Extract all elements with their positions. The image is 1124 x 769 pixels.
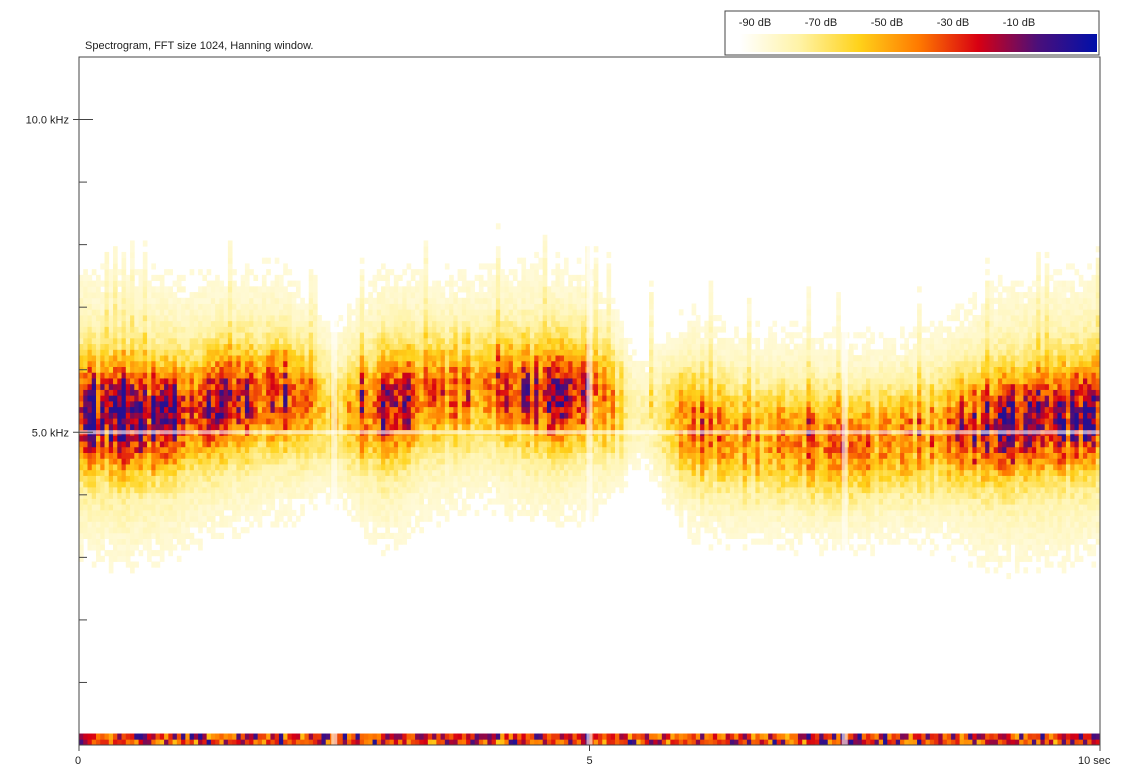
y-axis: 5.0 kHz 10.0 kHz <box>26 56 93 683</box>
legend-label: -70 dB <box>805 17 837 29</box>
color-scale-legend: -90 dB -70 dB -50 dB -30 dB -10 dB <box>724 10 1100 56</box>
x-tick-label: 10 sec <box>1078 755 1111 767</box>
legend-label: -10 dB <box>1003 17 1035 29</box>
gridlines <box>79 57 1100 745</box>
chart-title: Spectrogram, FFT size 1024, Hanning wind… <box>85 40 313 52</box>
y-tick-label: 5.0 kHz <box>32 427 69 439</box>
legend-gradient-bar <box>740 34 1097 52</box>
legend-label: -30 dB <box>937 17 969 29</box>
x-tick-label: 0 <box>75 755 81 767</box>
plot-area <box>78 56 1101 746</box>
x-tick-label: 5 <box>586 755 592 767</box>
x-axis: 0 5 10 sec <box>75 745 1111 767</box>
legend-label: -90 dB <box>739 17 771 29</box>
y-tick-label: 10.0 kHz <box>26 115 69 127</box>
legend-label: -50 dB <box>871 17 903 29</box>
